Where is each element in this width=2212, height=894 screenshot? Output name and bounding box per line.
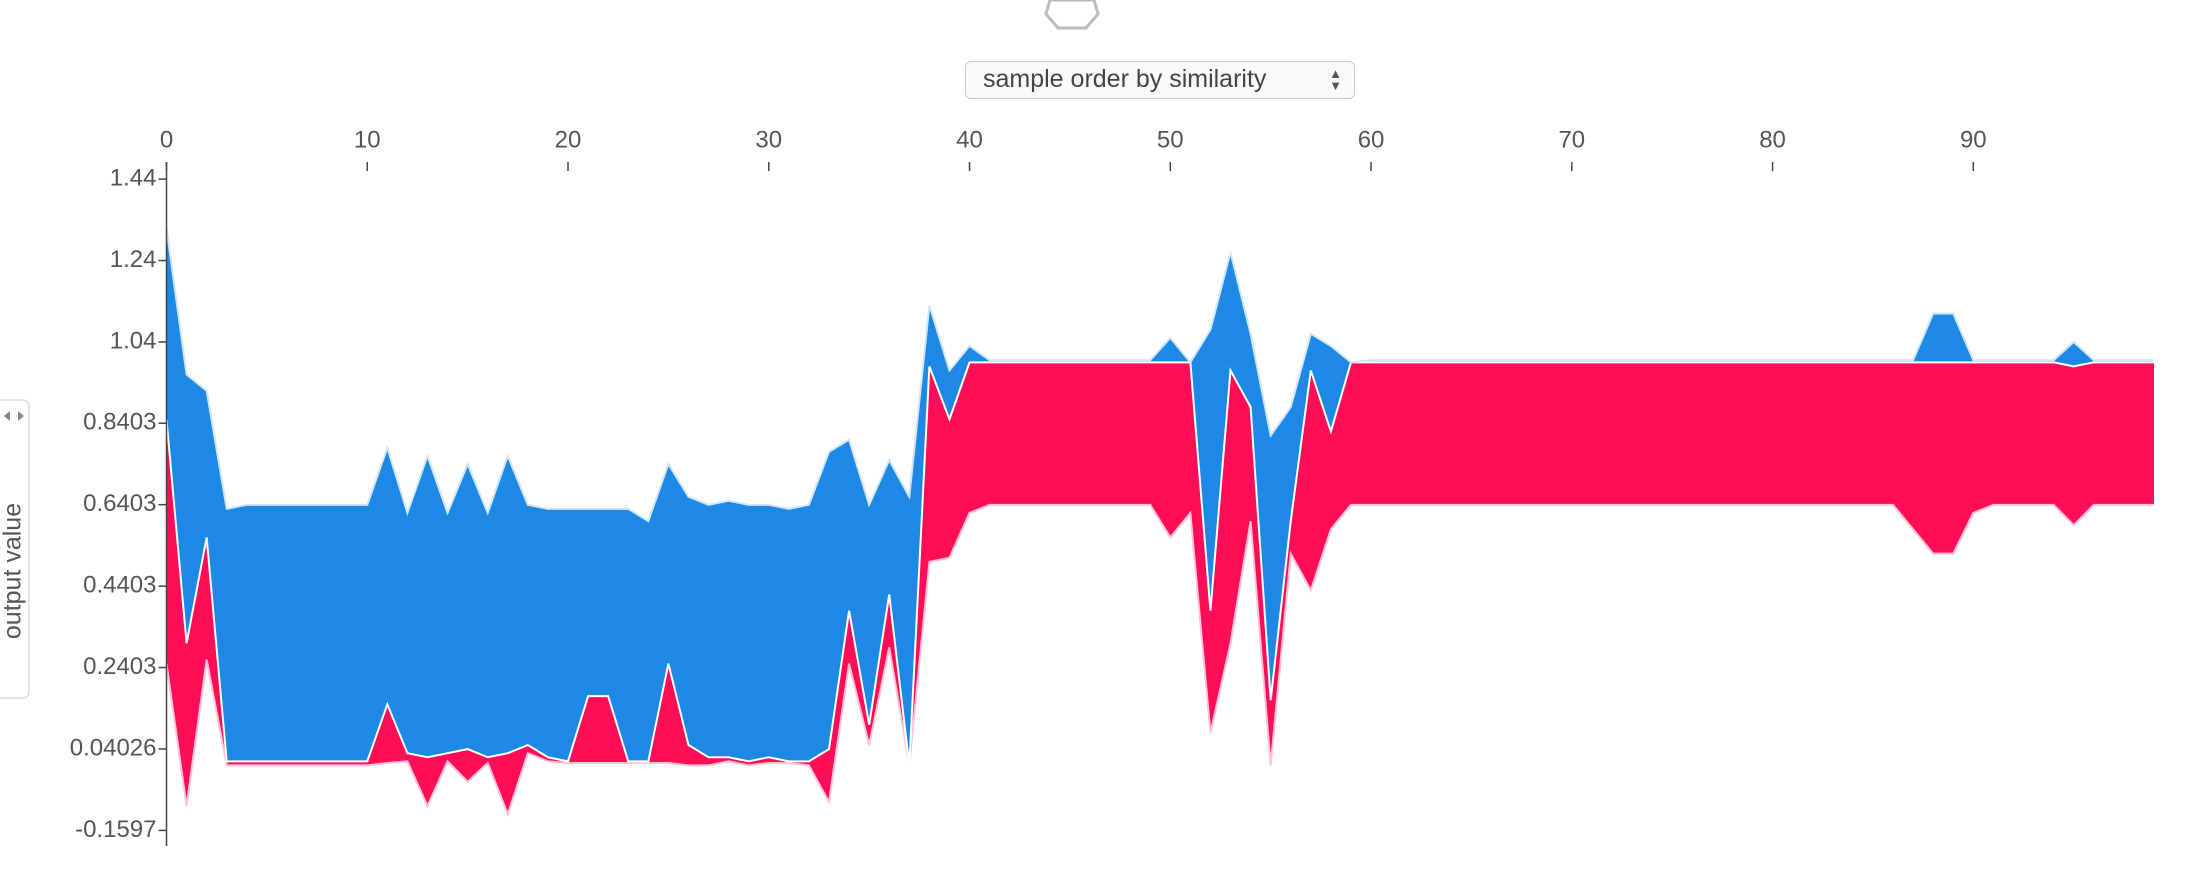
y-tick-label: 0.6403 [83, 490, 156, 517]
band-area [166, 362, 2154, 815]
x-tick-label: 30 [755, 126, 782, 153]
y-tick-label: 0.04026 [70, 734, 157, 761]
y-label-handle [4, 411, 24, 421]
y-tick-label: 1.24 [110, 246, 157, 273]
y-tick-label: 0.8403 [83, 409, 156, 436]
y-label-box [0, 399, 30, 699]
select-text: sample order by similarity [983, 65, 1267, 93]
x-tick-label: 80 [1759, 126, 1786, 153]
x-tick-label: 0 [160, 126, 173, 153]
x-tick-label: 40 [956, 126, 983, 153]
band-edge [165, 361, 2154, 766]
y-axis-label: output value [0, 503, 27, 639]
y-tick-label: 1.04 [110, 327, 157, 354]
x-tick-label: 70 [1558, 126, 1585, 153]
y-tick-label: -0.1597 [75, 816, 156, 843]
y-tick-label: 0.2403 [83, 653, 156, 680]
x-tick-label: 90 [1960, 126, 1987, 153]
x-tick-label: 60 [1358, 126, 1385, 153]
x-tick-label: 10 [354, 126, 381, 153]
band-edge [165, 503, 2154, 818]
js-logo [1044, 0, 1100, 30]
y-tick-label: 0.4403 [83, 571, 156, 598]
band-edge [165, 227, 2154, 523]
x-order-select[interactable]: sample order by similarity ▲ ▼ [965, 61, 1355, 99]
select-arrows: ▲ ▼ [1329, 66, 1342, 93]
x-tick-label: 50 [1157, 126, 1184, 153]
y-tick-label: 1.44 [110, 164, 157, 191]
x-tick-label: 20 [555, 126, 582, 153]
